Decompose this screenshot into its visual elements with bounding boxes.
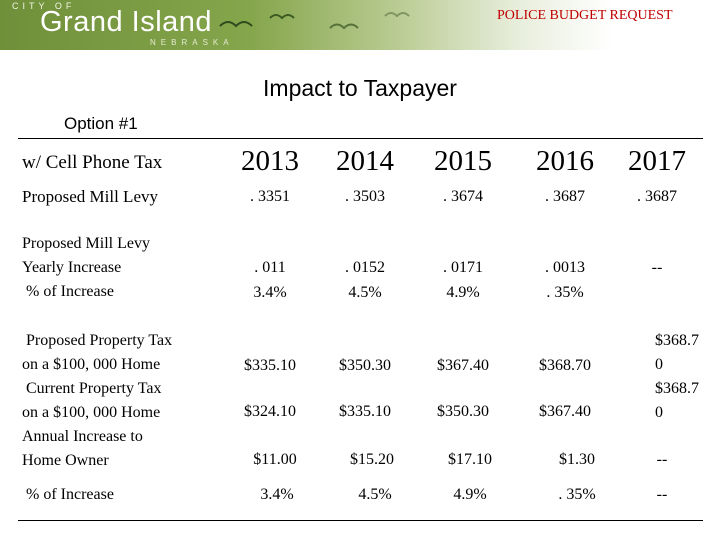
option-label: Option #1 [64,114,138,133]
logo-grand-island: Grand Island [40,6,213,38]
rule-top [18,138,703,139]
yearly-percent-value: 4.5% [348,284,382,301]
row-label-pct-increase: % of Increase [22,283,114,300]
mill-levy-value: . 3351 [250,188,290,205]
row-label-proposed-tax: Proposed Property Tax [22,332,173,349]
mill-levy-value: . 3503 [345,188,385,205]
annual-increase-value: $15.20 [350,451,394,468]
year-header: 2017 [628,145,686,177]
mill-levy-value: . 3687 [637,188,677,205]
row-label-final-pct: % of Increase [22,486,114,503]
final-pct-value: 4.9% [453,486,487,503]
mill-levy-value: . 3674 [443,188,483,205]
row-label-mill-levy: Proposed Mill Levy [22,187,158,206]
mill-levy-value: . 3687 [545,188,585,205]
logo-nebraska: NEBRASKA [150,38,234,47]
year-header: 2015 [434,145,492,177]
current-tax-value: $367.40 [539,403,591,420]
last-col-current: $368.7 [655,380,699,397]
birds-icon [219,12,410,30]
current-tax-value: $350.30 [437,403,489,420]
page-title: Impact to Taxpayer [263,75,457,101]
final-pct-value: . 35% [558,486,596,503]
final-pct-value: 4.5% [358,486,392,503]
yearly-percent-value: 3.4% [253,284,287,301]
last-col-current-cont: 0 [655,404,663,421]
current-tax-value: $324.10 [244,403,296,420]
corner-label: w/ Cell Phone Tax [22,152,163,173]
row-label-annual-increase: Annual Increase to [22,428,143,445]
year-header: 2014 [336,145,394,177]
annual-increase-value: $17.10 [448,451,492,468]
year-header: 2016 [536,145,594,177]
proposed-tax-value: $335.10 [244,357,296,374]
yearly-increase-value: . 0152 [345,259,385,276]
year-header: 2013 [241,145,299,177]
last-col-proposed: $368.7 [655,332,699,349]
annual-increase-value: -- [656,451,668,468]
final-pct-value: -- [656,486,668,503]
banner-title: POLICE BUDGET REQUEST [497,8,673,23]
row-label-yearly-increase: Yearly Increase [22,259,122,276]
row-label-home-owner: Home Owner [22,452,109,469]
row-label-current-home: on a $100, 000 Home [22,404,161,421]
yearly-percent-value: 4.9% [446,284,480,301]
last-col-proposed-cont: 0 [655,356,663,373]
row-label-current-tax: Current Property Tax [22,380,162,397]
proposed-tax-value: $367.40 [437,357,489,374]
row-label-mill-levy-2: Proposed Mill Levy [22,235,150,252]
header-banner: CITY OF Grand Island NEBRASKA [0,0,720,50]
annual-increase-value: $1.30 [559,451,595,468]
yearly-increase-value: -- [651,259,663,276]
yearly-percent-value: . 35% [546,284,584,301]
current-tax-value: $335.10 [339,403,391,420]
yearly-increase-value: . 0171 [443,259,483,276]
yearly-increase-value: . 011 [254,259,286,276]
proposed-tax-value: $350.30 [339,357,391,374]
row-label-proposed-home: on a $100, 000 Home [22,356,161,373]
logo-city-of: CITY OF [12,1,76,11]
rule-mid [18,520,703,521]
proposed-tax-value: $368.70 [539,357,591,374]
yearly-increase-value: . 0013 [545,259,585,276]
annual-increase-value: $11.00 [253,451,297,468]
final-pct-value: 3.4% [260,486,294,503]
